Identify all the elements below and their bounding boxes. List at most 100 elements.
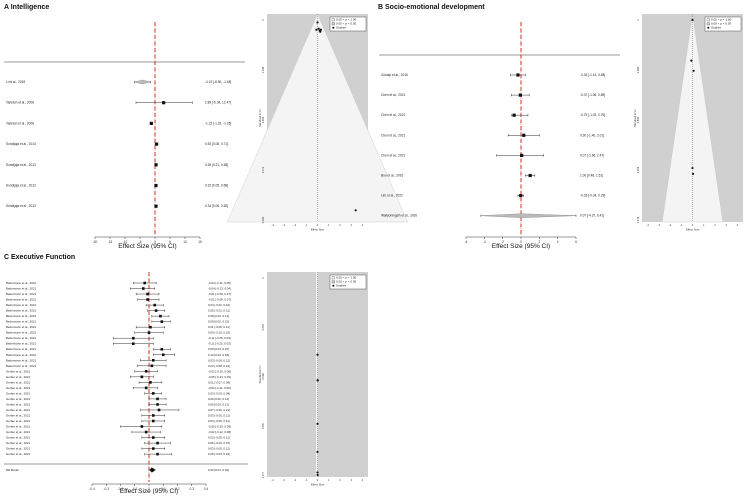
point-estimate — [151, 447, 155, 450]
study-estimate-text: -0.11 [-0.25, 0.03] — [208, 342, 231, 346]
study-estimate-text: 0.07 [-4.37, 6.41] — [580, 214, 604, 218]
legend-label: Studies — [336, 284, 347, 288]
point-estimate — [147, 331, 151, 334]
study-label: Chen et al., 2021 — [381, 93, 406, 97]
study-label: Bedermann et al., 2021 — [6, 298, 36, 302]
study-label: Gerber et al., 2021 — [6, 391, 30, 395]
study-label: Bedermann et al., 2021 — [6, 303, 36, 307]
study-estimate-text: 0.09 [0.02, 0.15] — [208, 320, 229, 324]
study-estimate-text: -0.05 [-0.13, 0.03] — [208, 375, 231, 379]
study-label: Bedermann et al., 2021 — [6, 331, 36, 335]
legend-marker — [332, 284, 335, 287]
x-tick-label: 0.4 — [204, 487, 209, 491]
study-point — [316, 21, 319, 24]
x-tick-label: -4 — [646, 223, 649, 227]
study-label: Sondijaja et al., 2013 — [6, 204, 36, 208]
study-point — [691, 166, 694, 170]
study-label: Li et al., 2018 — [6, 80, 25, 84]
point-estimate — [156, 452, 159, 456]
point-estimate — [157, 408, 161, 412]
study-label: Gerber et al., 2021 — [6, 436, 30, 440]
study-estimate-text: -0.04 [-0.13, 0.04] — [208, 287, 231, 291]
study-label: Gerber et al., 2021 — [6, 375, 30, 379]
y-tick-label: 1.378 — [636, 216, 640, 223]
point-estimate — [522, 133, 526, 137]
y-tick-label: 4.099 — [261, 216, 265, 223]
point-estimate — [146, 292, 149, 296]
y-tick-label: 2.463 — [261, 116, 265, 123]
study-label: Bedermann et al., 2021 — [6, 281, 36, 285]
x-tick-label: -0.1 — [132, 487, 138, 491]
panel-title: B Socio-emotional development — [378, 4, 485, 11]
point-estimate — [519, 194, 523, 198]
study-estimate-text: -0.02 [-0.12, 0.08] — [208, 430, 231, 434]
x-axis-label: Effect Size (95% CI) — [120, 488, 178, 495]
point-estimate — [151, 436, 155, 439]
study-point — [354, 209, 357, 212]
point-estimate — [159, 314, 162, 318]
x-tick-label: -15 — [108, 240, 113, 244]
study-label: Tarleton et al., 2006 — [6, 101, 34, 105]
study-label: Gerber et al., 2021 — [6, 397, 30, 401]
x-tick-label: -4 — [271, 223, 274, 227]
model-diamond — [149, 467, 156, 473]
study-estimate-text: 0.32 [0.05, 0.58] — [205, 184, 228, 188]
x-tick-label: 0 — [692, 223, 694, 227]
legend-swatch — [331, 276, 335, 280]
study-estimate-text: 1.00 [0.48, 1.51] — [580, 174, 603, 178]
panel-title: A Intelligence — [4, 4, 49, 11]
study-estimate-text: 0.03 [-0.06, 0.12] — [208, 358, 230, 362]
model-estimate-text: 0.02 [0.01, 0.04] — [208, 468, 229, 472]
x-tick-label: -6 — [465, 240, 468, 244]
point-estimate — [144, 430, 148, 434]
point-estimate — [156, 403, 159, 406]
study-estimate-text: 0.00 [-0.10, 0.10] — [208, 331, 230, 335]
x-tick-label: 1 — [703, 223, 705, 227]
point-estimate — [156, 441, 159, 445]
x-tick-label: 2 — [339, 223, 341, 227]
x-tick-label: -2 — [294, 223, 297, 227]
x-tick-label: 4 — [737, 223, 739, 227]
study-label: Bedermann et al., 2021 — [6, 364, 36, 368]
point-estimate — [151, 358, 155, 362]
point-estimate — [144, 386, 148, 390]
point-estimate — [151, 419, 155, 423]
legend-marker — [332, 26, 335, 29]
panel-B-forest: B Socio-emotional development Gokalp et a… — [378, 4, 620, 250]
study-estimate-text: -4.19 [-6.90, -1.48] — [205, 80, 231, 84]
study-estimate-text: 0.07 [-2.66, 2.47] — [580, 153, 604, 157]
study-label: Gerber et al., 2021 — [6, 441, 30, 445]
x-tick-label: -2 — [501, 240, 504, 244]
panel-B-funnel: 0 0.389 0.839 1.258 1.378 Standard Error -4 -3 -… — [633, 13, 743, 232]
study-label: Chen et al., 2021 — [381, 133, 406, 137]
y-axis-label: Standard Error — [258, 109, 262, 127]
x-tick-label: -20 — [93, 240, 98, 244]
x-axis-label: Effect Size — [311, 228, 325, 232]
y-tick-label: 0.057 — [261, 422, 265, 429]
point-estimate — [149, 325, 152, 329]
point-estimate — [144, 370, 148, 373]
x-tick-label: -2 — [669, 223, 672, 227]
x-tick-label: -3 — [658, 223, 661, 227]
y-tick-label: 3.074 — [261, 166, 265, 173]
x-tick-label: 0 — [520, 240, 522, 244]
study-label: Gerber et al., 2021 — [6, 419, 30, 423]
point-estimate — [142, 287, 145, 290]
x-tick-label: 0 — [154, 240, 156, 244]
legend-marker — [707, 26, 710, 29]
point-estimate — [150, 364, 154, 368]
panel-A-funnel: 0 1.038 2.463 3.074 4.099 Standard Error -4 -3 -… — [227, 13, 408, 232]
x-tick-label: 4 — [362, 223, 364, 227]
study-estimate-text: -0.03 [-0.11, 0.05] — [208, 281, 231, 285]
legend-label: 0.05 < p < 1.00 — [711, 18, 732, 22]
study-estimate-text: 0.03 [-0.03, 0.09] — [208, 391, 230, 395]
x-tick-label: -10 — [123, 240, 128, 244]
study-estimate-text: 0.08 [0.02, 0.14] — [208, 314, 229, 318]
panel-title: C Executive Function — [4, 254, 75, 261]
study-point — [316, 450, 319, 454]
study-estimate-text: -0.02 [-0.10, 0.06] — [208, 369, 231, 373]
legend-swatch — [706, 22, 710, 26]
study-point — [316, 353, 319, 356]
study-label: Gerber et al., 2021 — [6, 408, 30, 412]
x-tick-label: 0.1 — [161, 487, 166, 491]
